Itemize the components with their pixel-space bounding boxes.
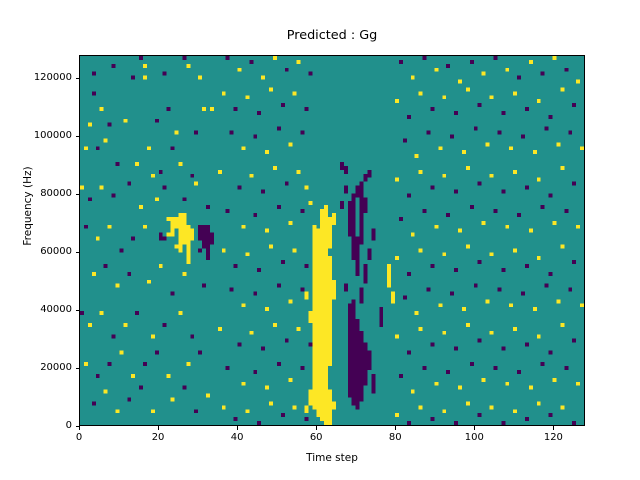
x-tick-mark — [158, 426, 160, 430]
y-tick-mark — [75, 78, 79, 80]
heatmap-axes — [79, 55, 585, 426]
y-tick-mark — [75, 368, 79, 370]
y-tick-mark — [75, 252, 79, 254]
y-axis-label: Frequency (Hz) — [22, 166, 34, 246]
x-tick-mark — [79, 426, 80, 430]
x-tick-mark — [316, 426, 318, 430]
y-tick-label: 60000 — [40, 246, 72, 258]
x-tick-mark — [474, 426, 476, 430]
y-tick-mark — [75, 136, 79, 138]
y-tick-mark — [75, 426, 79, 427]
y-tick-label: 100000 — [33, 130, 72, 142]
y-tick-label: 20000 — [40, 362, 72, 374]
y-tick-mark — [75, 310, 79, 312]
y-tick-label: 120000 — [33, 72, 72, 84]
y-tick-mark — [75, 194, 79, 196]
x-tick-label: 40 — [230, 432, 244, 443]
y-tick-label: 40000 — [40, 304, 72, 316]
y-tick-label: 0 — [65, 420, 72, 431]
x-tick-label: 80 — [388, 432, 402, 443]
x-tick-mark — [237, 426, 239, 430]
x-tick-label: 100 — [464, 432, 484, 443]
chart-title: Predicted : Gg — [286, 28, 378, 43]
x-tick-label: 60 — [309, 432, 323, 443]
x-tick-label: 20 — [151, 432, 165, 443]
x-tick-label: 0 — [75, 432, 83, 443]
x-axis-label: Time step — [306, 452, 358, 464]
heatmap-image — [80, 56, 584, 425]
x-tick-label: 120 — [543, 432, 563, 443]
x-tick-mark — [395, 426, 397, 430]
x-tick-mark — [553, 426, 555, 430]
y-tick-label: 80000 — [40, 188, 72, 200]
